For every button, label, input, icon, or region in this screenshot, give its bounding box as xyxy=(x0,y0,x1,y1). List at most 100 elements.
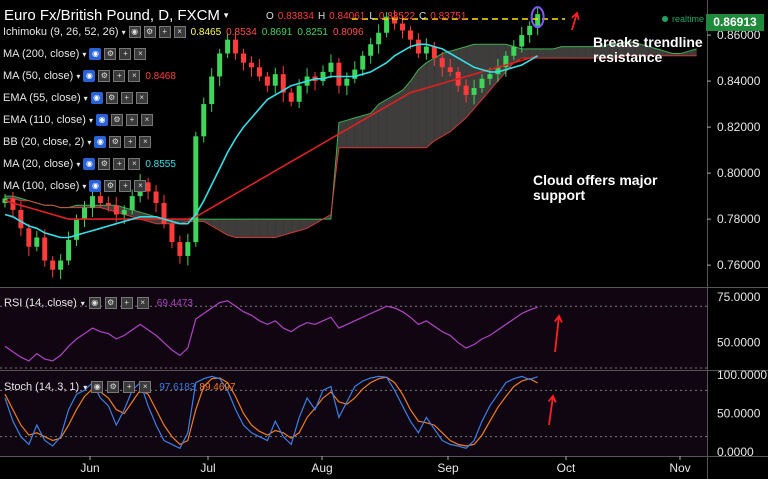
rsi-axis-label: 75.0000 xyxy=(717,290,761,304)
chevron-down-icon[interactable]: ▾ xyxy=(82,181,87,191)
plus-icon[interactable]: + xyxy=(113,158,126,170)
indicator-row[interactable]: EMA (55, close) ▾ ◉ ⚙ + × xyxy=(3,92,148,104)
indicator-row[interactable]: Ichimoku (9, 26, 52, 26) ▾ ◉ ⚙ + × 0.8465 0.853… xyxy=(3,26,364,38)
indicator-value: 0.8468 xyxy=(145,70,176,82)
indicator-label[interactable]: MA (50, close) xyxy=(3,70,74,82)
candle-body xyxy=(423,46,429,54)
close-icon[interactable]: × xyxy=(173,26,186,38)
gear-icon[interactable]: ⚙ xyxy=(98,70,111,82)
ohlc-high-label: H xyxy=(317,11,326,22)
indicator-row[interactable]: MA (100, close) ▾ ◉ ⚙ + × xyxy=(3,180,147,192)
plus-icon[interactable]: + xyxy=(158,26,171,38)
plus-icon[interactable]: + xyxy=(125,114,138,126)
ichimoku-cloud-segment xyxy=(545,48,554,59)
plus-icon[interactable]: + xyxy=(113,70,126,82)
close-icon[interactable]: × xyxy=(134,48,147,60)
close-icon[interactable]: × xyxy=(136,297,149,309)
indicator-value: 0.8096 xyxy=(332,26,364,38)
ichimoku-cloud-segment xyxy=(386,94,395,148)
ichimoku-cloud-segment xyxy=(656,48,665,56)
candle-body xyxy=(113,205,119,215)
ohlc-close-label: C xyxy=(419,11,427,22)
price-axis-label: 0.86000 xyxy=(717,28,761,42)
indicator-row[interactable]: EMA (110, close) ▾ ◉ ⚙ + × xyxy=(3,114,153,126)
eye-icon[interactable]: ◉ xyxy=(83,158,96,170)
eye-icon[interactable]: ◉ xyxy=(128,26,141,38)
chevron-down-icon[interactable]: ▾ xyxy=(83,93,88,103)
indicator-label[interactable]: Ichimoku (9, 26, 52, 26) xyxy=(3,26,119,38)
indicator-row[interactable]: MA (50, close) ▾ ◉ ⚙ + × 0.8468 xyxy=(3,70,176,82)
close-icon[interactable]: × xyxy=(139,136,152,148)
gear-icon[interactable]: ⚙ xyxy=(104,180,117,192)
eye-icon[interactable]: ◉ xyxy=(91,381,104,393)
plus-icon[interactable]: + xyxy=(120,92,133,104)
gear-icon[interactable]: ⚙ xyxy=(104,48,117,60)
chevron-down-icon[interactable]: ▾ xyxy=(76,159,81,169)
chevron-down-icon[interactable]: ▾ xyxy=(76,71,81,81)
last-price-tag: 0.86913 xyxy=(706,14,764,31)
eye-icon[interactable]: ◉ xyxy=(83,70,96,82)
chevron-down-icon[interactable]: ▾ xyxy=(80,298,85,308)
candle-body xyxy=(145,182,151,192)
chevron-down-icon[interactable]: ▾ xyxy=(83,382,88,392)
candle-body xyxy=(82,207,87,220)
indicator-value: 0.8555 xyxy=(145,158,176,170)
gear-icon[interactable]: ⚙ xyxy=(143,26,156,38)
ichimoku-cloud-segment xyxy=(466,44,475,118)
gear-icon[interactable]: ⚙ xyxy=(110,114,123,126)
chevron-down-icon[interactable]: ▾ xyxy=(223,10,229,20)
indicator-row[interactable]: BB (20, close, 2) ▾ ◉ ⚙ + × xyxy=(3,136,152,148)
indicator-label[interactable]: EMA (110, close) xyxy=(3,114,86,126)
chevron-down-icon[interactable]: ▾ xyxy=(88,115,93,125)
close-icon[interactable]: × xyxy=(139,381,152,393)
indicator-label[interactable]: BB (20, close, 2) xyxy=(3,136,85,148)
plus-icon[interactable]: + xyxy=(123,381,136,393)
time-axis-label: Sep xyxy=(437,461,459,475)
indicator-label[interactable]: EMA (55, close) xyxy=(3,92,81,104)
gear-icon[interactable]: ⚙ xyxy=(109,136,122,148)
chevron-down-icon[interactable]: ▾ xyxy=(87,137,92,147)
symbol-title[interactable]: Euro Fx/British Pound, D, FXCM xyxy=(4,7,220,24)
gear-icon[interactable]: ⚙ xyxy=(104,297,117,309)
rsi-pane-label[interactable]: RSI (14, close) ▾ ◉ ⚙ + × 69.4473 xyxy=(4,297,193,309)
close-icon[interactable]: × xyxy=(140,114,153,126)
close-icon[interactable]: × xyxy=(128,158,141,170)
gear-icon[interactable]: ⚙ xyxy=(105,92,118,104)
plus-icon[interactable]: + xyxy=(120,297,133,309)
ichimoku-cloud-segment xyxy=(458,46,467,125)
close-icon[interactable]: × xyxy=(135,92,148,104)
candle-body xyxy=(26,228,32,247)
close-icon[interactable]: × xyxy=(134,180,147,192)
eye-icon[interactable]: ◉ xyxy=(90,92,103,104)
indicator-row[interactable]: MA (20, close) ▾ ◉ ⚙ + × 0.8555 xyxy=(3,158,176,170)
chevron-down-icon[interactable]: ▾ xyxy=(82,49,87,59)
stoch-pane-label[interactable]: Stoch (14, 3, 1) ▾ ◉ ⚙ + × 97.6183 89.46… xyxy=(4,381,236,393)
indicator-label[interactable]: MA (200, close) xyxy=(3,48,80,60)
gear-icon[interactable]: ⚙ xyxy=(98,158,111,170)
gear-icon[interactable]: ⚙ xyxy=(107,381,120,393)
indicator-label[interactable]: MA (20, close) xyxy=(3,158,74,170)
plus-icon[interactable]: + xyxy=(119,180,132,192)
ichimoku-cloud-segment xyxy=(267,219,276,238)
price-axis-label: 0.76000 xyxy=(717,258,761,272)
plus-icon[interactable]: + xyxy=(124,136,137,148)
chevron-down-icon[interactable]: ▾ xyxy=(121,27,126,37)
close-icon[interactable]: × xyxy=(128,70,141,82)
rsi-label[interactable]: RSI (14, close) xyxy=(4,297,77,309)
eye-icon[interactable]: ◉ xyxy=(89,180,102,192)
eye-icon[interactable]: ◉ xyxy=(95,114,108,126)
indicator-row[interactable]: MA (200, close) ▾ ◉ ⚙ + × xyxy=(3,48,147,60)
ichimoku-cloud-segment xyxy=(259,219,268,238)
stoch-label[interactable]: Stoch (14, 3, 1) xyxy=(4,381,80,393)
eye-icon[interactable]: ◉ xyxy=(89,48,102,60)
candle-body xyxy=(479,78,485,88)
candle-body xyxy=(241,53,246,63)
eye-icon[interactable]: ◉ xyxy=(88,297,101,309)
indicator-value: 0.8465 xyxy=(190,26,222,38)
eye-icon[interactable]: ◉ xyxy=(94,136,107,148)
time-axis-label: Jul xyxy=(200,461,215,475)
ichimoku-cloud-segment xyxy=(664,51,673,56)
plus-icon[interactable]: + xyxy=(119,48,132,60)
indicator-label[interactable]: MA (100, close) xyxy=(3,180,80,192)
ichimoku-cloud-segment xyxy=(569,46,578,59)
